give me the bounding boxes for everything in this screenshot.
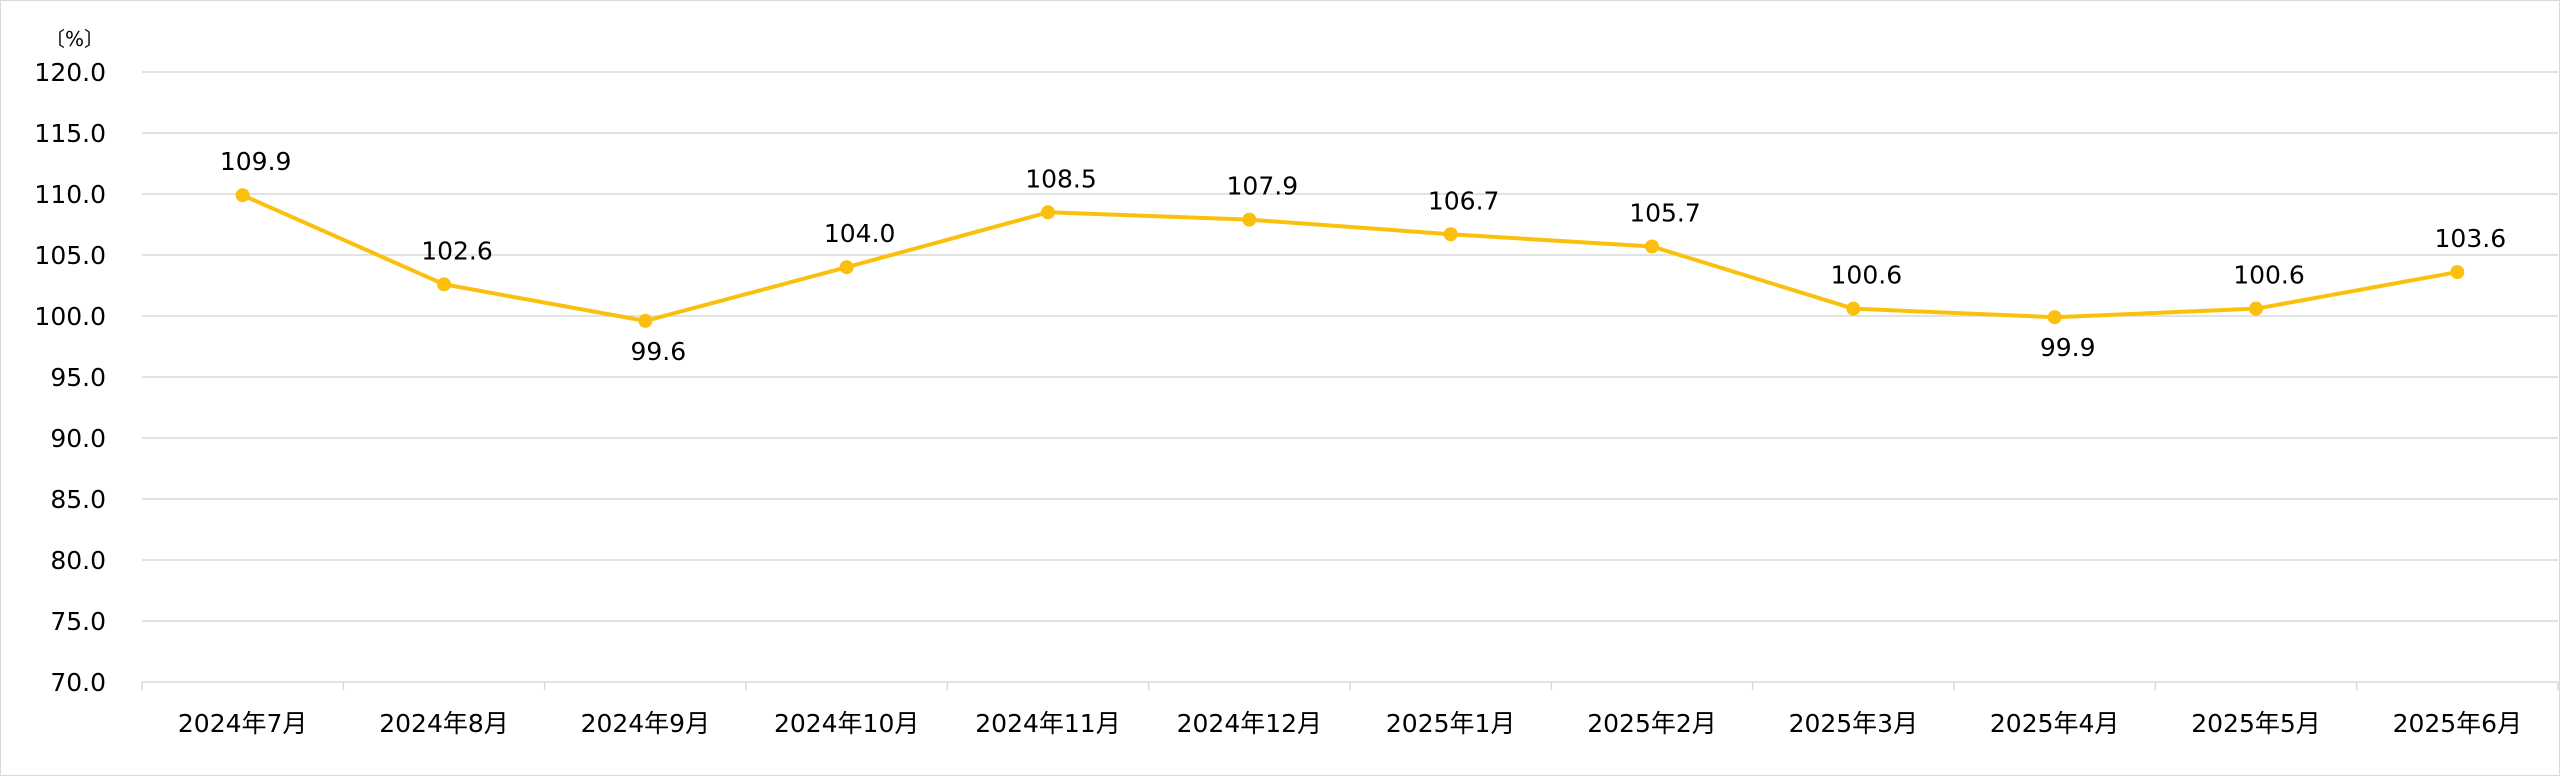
y-tick-label: 85.0 [50, 485, 106, 514]
x-tick-label: 2024年11月 [975, 709, 1120, 738]
y-tick-label: 110.0 [34, 180, 106, 209]
x-tick-label: 2025年2月 [1587, 709, 1717, 738]
y-tick-label: 90.0 [50, 424, 106, 453]
y-tick-label: 70.0 [50, 668, 106, 697]
y-tick-label: 75.0 [50, 607, 106, 636]
data-label: 100.6 [2233, 261, 2305, 290]
x-tick-label: 2024年12月 [1177, 709, 1322, 738]
series-line [241, 193, 2458, 323]
data-label: 107.9 [1227, 172, 1299, 201]
data-point [2249, 301, 2263, 316]
data-label: 102.6 [421, 236, 493, 265]
x-tick-label: 2025年4月 [1990, 709, 2120, 738]
x-tick-label: 2024年9月 [581, 709, 711, 738]
data-label: 104.0 [824, 219, 896, 248]
data-label: 106.7 [1428, 186, 1500, 215]
data-label: 105.7 [1629, 198, 1701, 227]
data-label: 99.6 [630, 337, 686, 366]
data-label: 109.9 [220, 147, 292, 176]
x-tick-label: 2024年10月 [774, 709, 919, 738]
data-point [1242, 212, 1257, 227]
data-point [1846, 301, 1861, 316]
data-label: 99.9 [2040, 333, 2096, 362]
x-tick-label: 2025年3月 [1789, 709, 1919, 738]
y-tick-label: 95.0 [50, 363, 106, 392]
x-tick-label: 2025年5月 [2191, 709, 2321, 738]
y-tick-label: 100.0 [34, 302, 106, 331]
data-point [638, 313, 653, 328]
data-point [1645, 239, 1659, 254]
y-unit-label: 〔%〕 [45, 27, 104, 51]
x-tick-label: 2025年1月 [1386, 709, 1516, 738]
x-tick-label: 2024年8月 [379, 709, 509, 738]
x-tick-label: 2025年6月 [2393, 709, 2523, 738]
data-label: 103.6 [2435, 224, 2507, 253]
y-tick-label: 80.0 [50, 546, 106, 575]
y-tick-label: 120.0 [34, 58, 106, 87]
data-label: 108.5 [1025, 164, 1097, 193]
y-tick-label: 105.0 [34, 241, 106, 270]
data-point [2047, 310, 2062, 325]
data-point [437, 277, 451, 292]
data-point [839, 260, 854, 275]
data-label: 100.6 [1831, 261, 1903, 290]
x-tick-label: 2024年7月 [178, 709, 308, 738]
data-point [235, 188, 250, 203]
y-tick-label: 115.0 [34, 119, 106, 148]
data-point [1041, 205, 1055, 220]
data-point [2450, 265, 2465, 280]
data-point [1443, 227, 1458, 242]
